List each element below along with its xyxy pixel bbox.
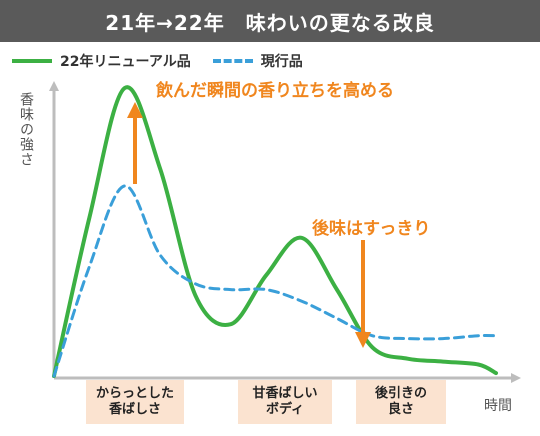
annotation-aftertaste: 後味はすっきり [312,219,431,239]
category-label-crisp: からっとした 香ばしさ [86,380,184,424]
category-label-aftertaste: 後引きの 良さ [356,380,446,424]
chart-title: 21年→22年 味わいの更なる改良 [0,0,540,42]
legend-label-renewal: 22年リニューアル品 [60,54,191,70]
legend-label-current: 現行品 [260,54,303,70]
y-axis-label: 香味の強さ [18,92,34,167]
series-line-renewal [52,85,498,378]
legend: 22年リニューアル品 現行品 [12,48,325,74]
series-line-current [52,184,498,378]
legend-swatch-renewal [12,59,52,63]
legend-item-current: 現行品 [212,51,303,71]
annotation-aroma: 飲んだ瞬間の香り立ちを高める [156,81,394,101]
legend-swatch-current [212,59,253,63]
category-label-body: 甘香ばしい ボディ [238,380,332,424]
x-axis-label: 時間 [484,398,512,414]
legend-item-renewal: 22年リニューアル品 [12,51,191,71]
